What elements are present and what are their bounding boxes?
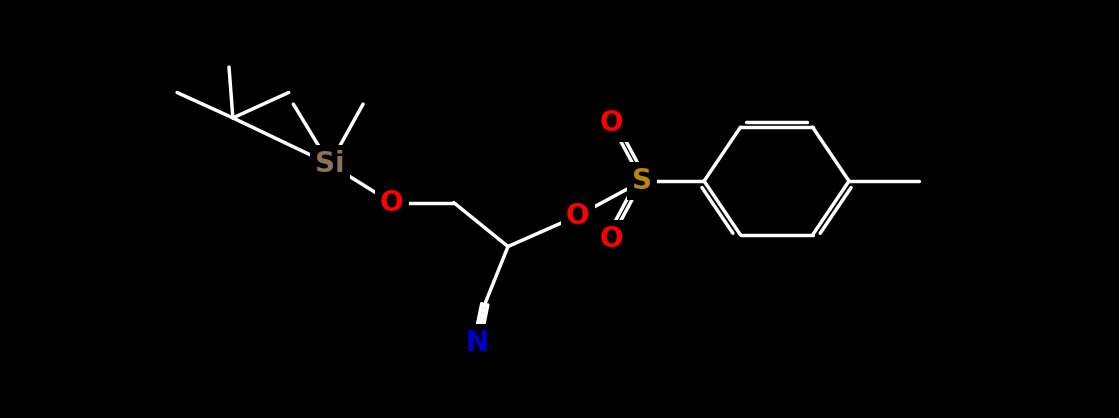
Text: O: O bbox=[380, 189, 404, 217]
Text: O: O bbox=[566, 202, 590, 230]
Text: Si: Si bbox=[314, 150, 345, 178]
Text: O: O bbox=[600, 225, 623, 253]
Text: S: S bbox=[632, 167, 652, 195]
Text: N: N bbox=[466, 329, 489, 357]
Text: O: O bbox=[600, 110, 623, 137]
